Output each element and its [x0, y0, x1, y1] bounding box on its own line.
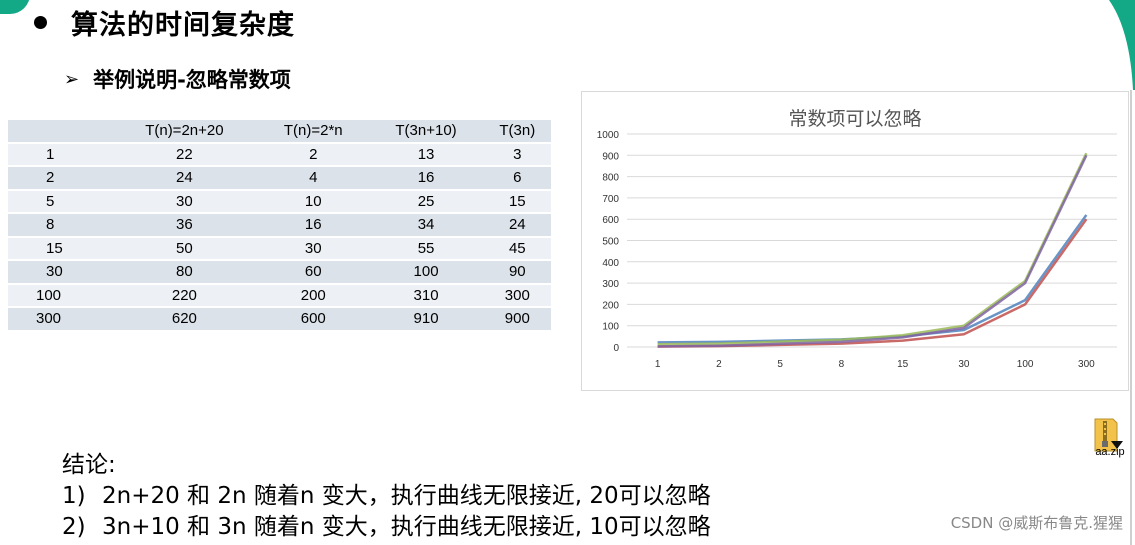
table-cell: 36	[110, 214, 259, 236]
line-chart: 常数项可以忽略 0 100 200 300 400 500 600 700 800 900 1000 1…	[581, 91, 1129, 391]
table-cell: 13	[368, 143, 484, 165]
corner-decoration-right	[1109, 0, 1135, 545]
table-cell: 910	[368, 308, 484, 330]
table-cell: 6	[483, 167, 551, 189]
y-tick-label: 600	[602, 215, 619, 226]
table-row: 100 220 200 310 300	[8, 284, 551, 306]
table-cell: 100	[368, 261, 484, 283]
conclusion: 结论: 1) 2n+20 和 2n 随着n 变大，执行曲线无限接近, 20可以忽略…	[62, 450, 711, 543]
y-tick-label: 200	[602, 300, 619, 311]
table-cell: 3	[483, 143, 551, 165]
chart-title: 常数项可以忽略	[788, 108, 921, 130]
x-tick-label: 8	[839, 359, 845, 370]
table-cell: 100	[8, 284, 111, 306]
bullet-icon	[34, 15, 47, 29]
x-tick-label: 1	[655, 359, 661, 370]
y-tick-label: 800	[602, 173, 619, 184]
table-cell: 900	[483, 308, 551, 330]
subheading-text: 举例说明-忽略常数项	[93, 68, 291, 92]
x-tick-label: 100	[1017, 359, 1034, 370]
arrow-bullet-icon: ➢	[64, 68, 80, 90]
y-tick-label: 0	[613, 343, 619, 354]
table-header-cell	[8, 120, 111, 142]
watermark: CSDN @威斯布鲁克.猩猩	[950, 514, 1123, 532]
table-cell: 2	[8, 167, 111, 189]
table-cell: 55	[368, 237, 484, 259]
table-cell: 1	[8, 143, 111, 165]
table-cell: 60	[258, 261, 369, 283]
table-cell: 300	[483, 284, 551, 306]
table-cell: 30	[8, 261, 111, 283]
conclusion-item-text: 3n+10 和 3n 随着n 变大，执行曲线无限接近, 10可以忽略	[102, 514, 711, 540]
series-line	[657, 154, 1088, 348]
table-row: 300 620 600 910 900	[8, 308, 551, 330]
table-row: 15 50 30 55 45	[8, 237, 551, 259]
series-line	[657, 152, 1088, 346]
table-cell: 45	[483, 237, 551, 259]
table-cell: 90	[483, 261, 551, 283]
x-tick-label: 2	[716, 359, 722, 370]
table-cell: 16	[258, 214, 369, 236]
y-tick-label: 1000	[597, 130, 620, 141]
table-cell: 200	[258, 284, 369, 306]
conclusion-item-number: 1)	[62, 483, 86, 509]
x-tick-label: 15	[897, 359, 909, 370]
table-cell: 24	[483, 214, 551, 236]
table-row: 5 30 10 25 15	[8, 190, 551, 212]
y-tick-label: 400	[602, 258, 619, 269]
table-cell: 30	[258, 237, 369, 259]
heading-text: 算法的时间复杂度	[71, 9, 295, 41]
table-row: 1 22 2 13 3	[8, 143, 551, 165]
table-cell: 8	[8, 214, 111, 236]
table-header-cell: T(n)=2n+20	[110, 120, 259, 142]
data-table: T(n)=2n+20 T(n)=2*n T(3n+10) T(3n) 1 22 …	[8, 118, 551, 332]
conclusion-item: 2) 3n+10 和 3n 随着n 变大，执行曲线无限接近, 10可以忽略	[62, 512, 711, 543]
table-cell: 15	[8, 237, 111, 259]
table-cell: 24	[110, 167, 259, 189]
chart-canvas: 常数项可以忽略 0 100 200 300 400 500 600 700 800 900 1000 1…	[597, 108, 1117, 370]
y-tick-label: 700	[602, 194, 619, 205]
table-row: 30 80 60 100 90	[8, 261, 551, 283]
series-line	[657, 214, 1088, 344]
table-cell: 300	[8, 308, 111, 330]
table-row: 8 36 16 34 24	[8, 214, 551, 236]
table-header-cell: T(3n+10)	[368, 120, 484, 142]
table-row: 2 24 4 16 6	[8, 167, 551, 189]
conclusion-item-text: 2n+20 和 2n 随着n 变大，执行曲线无限接近, 20可以忽略	[102, 483, 711, 509]
table-cell: 25	[368, 190, 484, 212]
y-tick-label: 900	[602, 151, 619, 162]
table-cell: 16	[368, 167, 484, 189]
table-cell: 80	[110, 261, 259, 283]
x-tick-label: 300	[1078, 359, 1095, 370]
y-tick-label: 500	[602, 237, 619, 248]
table-cell: 620	[110, 308, 259, 330]
table-cell: 50	[110, 237, 259, 259]
table-cell: 10	[258, 190, 369, 212]
x-tick-label: 30	[958, 359, 970, 370]
table-cell: 5	[8, 190, 111, 212]
table-header-cell: T(3n)	[483, 120, 551, 142]
table-cell: 34	[368, 214, 484, 236]
table-cell: 22	[110, 143, 259, 165]
conclusion-title: 结论:	[62, 452, 116, 478]
table-cell: 220	[110, 284, 259, 306]
slide-subheading: ➢ 举例说明-忽略常数项	[64, 64, 291, 94]
x-tick-label: 5	[777, 359, 783, 370]
zip-folder-icon[interactable]	[1089, 408, 1129, 462]
slide-heading: 算法的时间复杂度	[34, 4, 295, 41]
table-cell: 4	[258, 167, 369, 189]
table-header-cell: T(n)=2*n	[258, 120, 369, 142]
table-cell: 310	[368, 284, 484, 306]
file-label[interactable]: aa.zip	[1095, 446, 1125, 458]
table-cell: 15	[483, 190, 551, 212]
corner-decoration-left	[0, 0, 30, 14]
y-tick-label: 300	[602, 279, 619, 290]
table-cell: 2	[258, 143, 369, 165]
conclusion-item-number: 2)	[62, 514, 86, 540]
table-cell: 30	[110, 190, 259, 212]
table-header-row: T(n)=2n+20 T(n)=2*n T(3n+10) T(3n)	[8, 120, 551, 142]
table-cell: 600	[258, 308, 369, 330]
y-tick-label: 100	[602, 322, 619, 333]
conclusion-item: 1) 2n+20 和 2n 随着n 变大，执行曲线无限接近, 20可以忽略	[62, 481, 711, 512]
